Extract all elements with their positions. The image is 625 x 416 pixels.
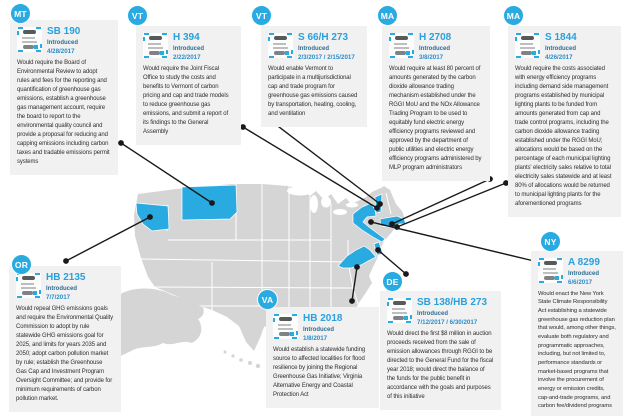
bill-card-vt-s66-h273: S 66/H 273 Introduced 2/3/2017 / 2/15/20… [261, 26, 367, 127]
state-borders [140, 184, 397, 325]
connector-ma-h2708 [389, 176, 493, 227]
bill-status: Introduced [47, 39, 78, 46]
bill-date: 7/7/2017 [46, 293, 71, 301]
bill-card-ma-h2708: H 2708 Introduced 3/8/2017 Would require… [382, 26, 490, 181]
bill-status: Introduced [419, 45, 450, 52]
bill-summary: Would enable Vermont to participate in a… [268, 65, 358, 117]
bill-status: Introduced [303, 326, 334, 333]
bill-date: 1/8/2017 [303, 334, 328, 342]
bill-status: Introduced [298, 45, 329, 52]
bill-date: 4/28/2017 [47, 47, 75, 55]
bill-card-ny-a8299: A 8299 Introduced 6/6/2017 Would enact t… [531, 251, 623, 416]
bill-document-icon [268, 33, 293, 58]
bill-summary: Would require the Joint Fiscal Office to… [143, 65, 229, 135]
bill-document-icon [538, 258, 563, 283]
bill-date: 3/8/2017 [419, 53, 444, 61]
bill-summary: Would enact the New York State Climate R… [538, 290, 616, 410]
bill-document-icon [389, 33, 414, 58]
hawaii [223, 350, 261, 369]
connectors [63, 114, 537, 304]
bill-summary: Would direct the first $8 million in auc… [387, 330, 494, 400]
bill-summary: Would repeal GHG emissions goals and req… [16, 305, 114, 402]
bill-summary: Would require at least 80 percent of amo… [389, 65, 482, 171]
bill-number: H 394 [173, 32, 200, 43]
bill-card-or-hb2135: HB 2135 Introduced 7/7/2017 Would repeal… [9, 266, 121, 412]
bill-status: Introduced [173, 45, 204, 52]
bill-date: 7/12/2017 / 6/30/2017 [417, 318, 478, 326]
connector-mt [118, 140, 215, 206]
bill-document-icon [387, 298, 412, 323]
great-lakes [287, 186, 358, 215]
bill-card-vt-h394: H 394 Introduced 2/22/2017 Would require… [136, 26, 241, 145]
bill-summary: Would establish a statewide funding sour… [273, 346, 366, 398]
bill-date: 2/3/2017 / 2/15/2017 [298, 53, 355, 61]
bill-card-mt-sb190: SB 190 Introduced 4/28/2017 Would requir… [10, 20, 118, 175]
state-badge-ma-2: MA [503, 5, 524, 26]
bill-number: HB 2135 [46, 272, 86, 283]
bill-summary: Would require the Board of Environmental… [17, 59, 110, 165]
bill-document-icon [515, 33, 540, 58]
state-badge-ma-1: MA [377, 5, 398, 26]
connector-ma-s1844 [394, 180, 509, 230]
bill-status: Introduced [46, 285, 77, 292]
state-badge-vt-1: VT [127, 5, 148, 26]
connector-vt-h394 [240, 124, 380, 211]
state-virginia-highlight [337, 245, 377, 269]
state-badge-va: VA [257, 289, 278, 310]
bill-document-icon [16, 273, 41, 298]
state-badge-de: DE [382, 271, 403, 292]
bill-number: HB 2018 [303, 313, 343, 324]
bill-date: 6/6/2017 [568, 278, 593, 286]
bill-document-icon [273, 314, 298, 339]
alaska [101, 288, 204, 359]
bill-date: 4/26/2017 [545, 53, 573, 61]
state-badge-mt: MT [10, 3, 31, 24]
bill-status: Introduced [545, 45, 576, 52]
bill-document-icon [17, 27, 42, 52]
bill-number: S 1844 [545, 32, 577, 43]
bill-document-icon [143, 33, 168, 58]
bill-summary: Would require the costs associated with … [515, 65, 612, 207]
connector-va [349, 264, 360, 304]
bill-number: S 66/H 273 [298, 32, 349, 43]
state-badge-vt-2: VT [251, 5, 272, 26]
state-badge-ny: NY [540, 231, 561, 252]
bill-card-de-sb138-hb273: SB 138/HB 273 Introduced 7/12/2017 / 6/3… [380, 291, 501, 410]
bill-card-va-hb2018: HB 2018 Introduced 1/8/2017 Would establ… [266, 307, 379, 408]
bill-status: Introduced [568, 270, 599, 277]
bill-number: SB 190 [47, 26, 81, 37]
connector-de [375, 247, 409, 277]
state-badge-or: OR [11, 254, 32, 275]
connector-or [63, 214, 153, 264]
bill-date: 2/22/2017 [173, 53, 201, 61]
bill-status: Introduced [417, 310, 448, 317]
bill-number: A 8299 [568, 257, 600, 268]
bill-card-ma-s1844: S 1844 Introduced 4/26/2017 Would requir… [508, 26, 621, 217]
bill-number: H 2708 [419, 32, 452, 43]
bill-number: SB 138/HB 273 [417, 297, 488, 308]
